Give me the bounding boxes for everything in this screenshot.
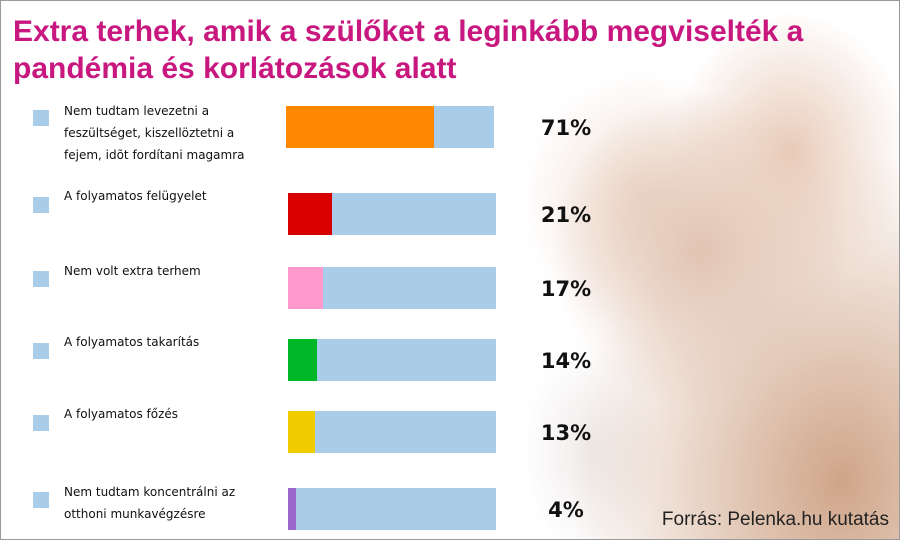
category-label: Nem volt extra terhem xyxy=(64,264,201,278)
legend-swatch xyxy=(33,110,49,126)
chart-title: Extra terhek, amik a szülőket a leginkáb… xyxy=(13,15,804,85)
legend-swatch xyxy=(33,415,49,431)
legend-swatch xyxy=(33,343,49,359)
category-label: A folyamatos takarítás xyxy=(64,335,200,349)
value-label: 13% xyxy=(540,421,592,445)
bar xyxy=(288,267,324,309)
bar xyxy=(288,193,332,235)
legend-swatch xyxy=(33,271,49,287)
category-label: Nem tudtam levezetni a feszültséget, kis… xyxy=(64,104,245,162)
legend-swatch xyxy=(33,197,49,213)
bar-track xyxy=(288,267,496,309)
category-label: Nem tudtam koncentrálni az otthoni munka… xyxy=(64,485,236,521)
value-label: 17% xyxy=(540,277,592,301)
value-label: 4% xyxy=(548,498,584,522)
category-label: A folyamatos főzés xyxy=(64,407,179,421)
value-label: 71% xyxy=(540,116,592,140)
bar xyxy=(286,106,434,148)
bar xyxy=(288,339,318,381)
bar-track xyxy=(288,193,496,235)
source-note: Forrás: Pelenka.hu kutatás xyxy=(661,509,889,530)
bar-track xyxy=(288,339,496,381)
bar-track xyxy=(286,106,494,148)
bar xyxy=(288,488,297,530)
bar-track xyxy=(288,411,496,453)
background-photo-mother-baby xyxy=(471,1,899,539)
bar xyxy=(288,411,316,453)
legend-swatch xyxy=(33,492,49,508)
category-label: A folyamatos felügyelet xyxy=(64,189,207,203)
value-label: 14% xyxy=(540,349,592,373)
value-label: 21% xyxy=(540,203,592,227)
bar-track xyxy=(288,488,496,530)
